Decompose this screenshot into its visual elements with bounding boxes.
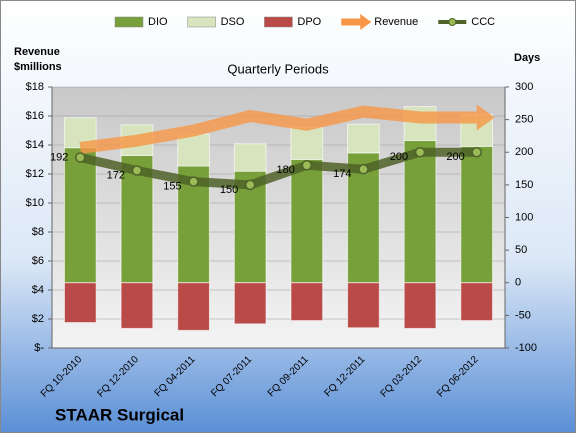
marker [75, 152, 86, 163]
bar [63, 147, 97, 284]
bar [290, 158, 324, 284]
y-tick-label: $- [34, 342, 44, 354]
bar [290, 126, 324, 160]
legend-swatch [264, 16, 293, 28]
bar [177, 282, 210, 331]
legend-label: Revenue [374, 16, 418, 28]
y2-tick-label: 250 [515, 114, 533, 126]
data-label: 200 [446, 151, 464, 163]
y2-tick-label: 150 [515, 179, 533, 191]
bar [460, 145, 494, 284]
footer: STAAR Surgical [55, 405, 184, 424]
y2-axis-label: Days [514, 52, 540, 64]
y2-tick-label: -50 [515, 309, 531, 321]
y-axis-label: Revenue [14, 46, 60, 58]
y-tick-label: $12 [26, 168, 44, 180]
bar [233, 282, 267, 325]
line [79, 105, 477, 154]
marker [358, 163, 369, 175]
legend-swatch [114, 16, 144, 28]
bar [460, 282, 494, 322]
y-tick-label: $8 [32, 226, 44, 238]
data-label: 180 [276, 164, 294, 176]
y2-tick-label: 300 [515, 81, 533, 93]
marker [188, 176, 199, 187]
y-tick-label: $4 [32, 284, 44, 296]
arrowhead [476, 104, 495, 131]
y-tick-label: $10 [26, 197, 44, 209]
legend-swatch [360, 14, 372, 30]
line [75, 147, 482, 190]
bar [177, 133, 210, 167]
bar [403, 140, 437, 284]
marker [471, 147, 482, 158]
y2-tick-label: 50 [515, 244, 527, 256]
bar [120, 282, 154, 329]
y-tick-label: $14 [26, 139, 44, 151]
data-label: 172 [107, 169, 125, 181]
marker [131, 165, 143, 176]
marker [414, 147, 426, 158]
bar [347, 152, 380, 284]
y2-tick-label: 100 [515, 211, 533, 223]
chart-title: Quarterly Periods [227, 61, 329, 76]
bar [63, 282, 97, 324]
y-tick-label: $2 [32, 313, 44, 325]
legend-label: DIO [148, 16, 168, 28]
y-axis-label: $millions [14, 61, 62, 73]
data-label: 155 [163, 181, 181, 193]
marker [301, 160, 313, 171]
legend-label: DPO [297, 16, 321, 28]
data-label: 192 [50, 151, 68, 163]
legend-swatch [448, 18, 457, 26]
bar [233, 143, 267, 172]
y2-tick-label: 200 [515, 146, 533, 158]
y-tick-label: $6 [32, 255, 44, 267]
bar [347, 282, 380, 329]
bar [290, 282, 324, 322]
legend-swatch [187, 16, 216, 28]
y-tick-label: $16 [26, 110, 44, 122]
data-label: 200 [390, 151, 408, 163]
legend-label: CCC [471, 16, 495, 28]
data-label: 174 [333, 168, 351, 180]
y2-tick-label: -100 [515, 342, 537, 354]
data-label: 150 [220, 184, 238, 196]
y2-tick-label: 0 [515, 277, 521, 289]
marker [244, 179, 256, 191]
bar [403, 282, 437, 329]
y-tick-label: $18 [26, 81, 44, 93]
bar [347, 123, 380, 154]
legend-label: DSO [221, 16, 245, 28]
